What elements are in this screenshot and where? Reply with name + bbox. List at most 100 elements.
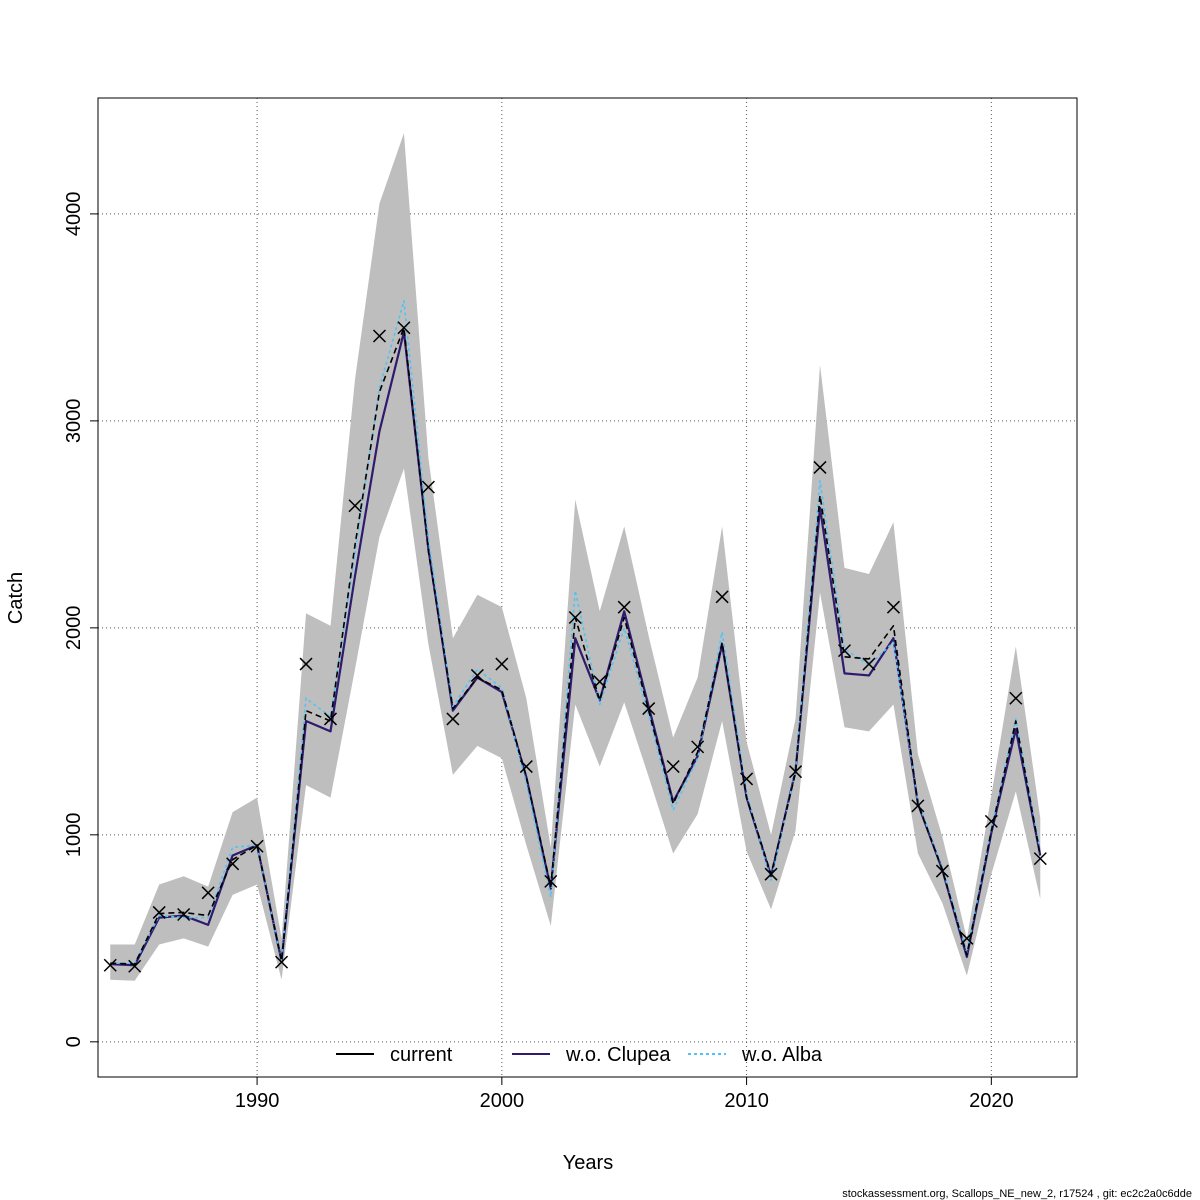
observed-point xyxy=(177,907,191,922)
observed-point-stroke xyxy=(691,740,705,754)
observed-point xyxy=(275,955,289,969)
observed-point xyxy=(764,867,778,881)
observed-point-stroke xyxy=(446,712,460,726)
observed-point xyxy=(446,712,460,726)
observed-point-stroke xyxy=(348,499,362,513)
confidence-band-area xyxy=(110,133,1041,981)
footer-note: stockassessment.org, Scallops_NE_new_2, … xyxy=(842,1188,1192,1200)
observed-point-stroke xyxy=(837,644,852,658)
observed-point xyxy=(1009,691,1023,705)
y-tick-label: 3000 xyxy=(63,399,85,444)
observed-point xyxy=(960,931,974,945)
observed-point-stroke xyxy=(960,931,974,945)
observed-point-stroke xyxy=(177,907,191,922)
observed-point xyxy=(984,814,998,828)
observed-point xyxy=(544,874,558,888)
observed-point-stroke xyxy=(813,460,827,474)
observed-point xyxy=(201,886,215,900)
observed-point-stroke xyxy=(935,864,949,878)
observed-point-stroke xyxy=(470,668,484,682)
confidence-band xyxy=(110,133,1041,981)
observed-markers xyxy=(103,321,1047,973)
observed-point xyxy=(103,958,117,972)
observed-point xyxy=(715,590,729,604)
y-tick-label: 0 xyxy=(63,1036,85,1047)
observed-point xyxy=(691,740,705,754)
observed-point xyxy=(813,460,827,474)
observed-point-stroke xyxy=(984,814,998,828)
legend-item: w.o. Clupea xyxy=(512,1044,671,1066)
y-tick-label: 2000 xyxy=(63,606,85,651)
observed-point-stroke xyxy=(593,675,607,689)
observed-point xyxy=(911,799,925,813)
observed-point xyxy=(495,657,509,671)
series-line-w-o-alba xyxy=(110,300,1042,964)
y-tick-label: 4000 xyxy=(63,192,85,237)
observed-point-stroke xyxy=(519,760,533,774)
observed-point-stroke xyxy=(862,657,876,671)
observed-point-stroke xyxy=(152,905,166,919)
observed-point-stroke xyxy=(544,874,558,888)
observed-point xyxy=(226,857,240,871)
observed-point xyxy=(323,712,338,726)
observed-point xyxy=(568,610,582,625)
observed-point-stroke xyxy=(250,839,264,853)
y-tick-label: 1000 xyxy=(63,813,85,858)
observed-point-stroke xyxy=(764,867,778,881)
x-tick-label: 2000 xyxy=(480,1090,525,1112)
observed-point-stroke xyxy=(495,657,509,671)
observed-point-stroke xyxy=(740,772,754,786)
observed-point-stroke xyxy=(128,959,142,973)
observed-point xyxy=(152,905,166,919)
observed-point-stroke xyxy=(789,765,803,779)
observed-point xyxy=(372,329,386,343)
observed-point-stroke xyxy=(397,321,411,335)
observed-point xyxy=(740,772,754,786)
observed-point-stroke xyxy=(1009,691,1023,705)
observed-point-stroke xyxy=(201,886,215,900)
observed-point-stroke xyxy=(568,610,582,625)
observed-point xyxy=(862,657,876,671)
observed-point xyxy=(666,760,680,774)
observed-point-stroke xyxy=(323,712,338,726)
observed-point xyxy=(617,600,631,614)
axes: 1990 2000 2010 2020 0 1000 2000 3000 4000 xyxy=(63,192,1014,1112)
observed-point xyxy=(1033,852,1047,866)
legend-item: current xyxy=(336,1044,453,1066)
observed-point xyxy=(250,839,264,853)
observed-point xyxy=(397,321,411,335)
legend-item: w.o. Alba xyxy=(688,1044,823,1066)
observed-point-stroke xyxy=(372,329,386,343)
x-tick-label: 2010 xyxy=(724,1090,769,1112)
observed-point xyxy=(299,657,313,671)
x-tick-label: 2020 xyxy=(969,1090,1014,1112)
observed-point xyxy=(421,480,435,494)
observed-point-stroke xyxy=(103,958,117,972)
x-axis-title: Years xyxy=(563,1152,613,1174)
observed-point-stroke xyxy=(886,600,900,614)
observed-point xyxy=(935,864,949,878)
y-axis-title: Catch xyxy=(5,572,27,624)
observed-point-stroke xyxy=(642,702,656,716)
observed-point-stroke xyxy=(666,760,680,774)
observed-point xyxy=(519,760,533,774)
observed-point-stroke xyxy=(299,657,313,671)
observed-point-stroke xyxy=(1033,852,1047,866)
observed-point xyxy=(470,668,484,682)
legend-label: w.o. Alba xyxy=(741,1044,823,1066)
observed-point-stroke xyxy=(715,590,729,604)
observed-point xyxy=(789,765,803,779)
observed-point xyxy=(886,600,900,614)
observed-point-stroke xyxy=(617,600,631,614)
plot-frame xyxy=(97,97,1078,1078)
observed-point-stroke xyxy=(275,955,289,969)
observed-point-stroke xyxy=(911,799,925,813)
legend-label: current xyxy=(390,1044,453,1066)
observed-point xyxy=(593,675,607,689)
legend-label: w.o. Clupea xyxy=(565,1044,671,1066)
observed-point-stroke xyxy=(226,857,240,871)
x-tick-label: 1990 xyxy=(235,1090,280,1112)
observed-point-stroke xyxy=(421,480,435,494)
